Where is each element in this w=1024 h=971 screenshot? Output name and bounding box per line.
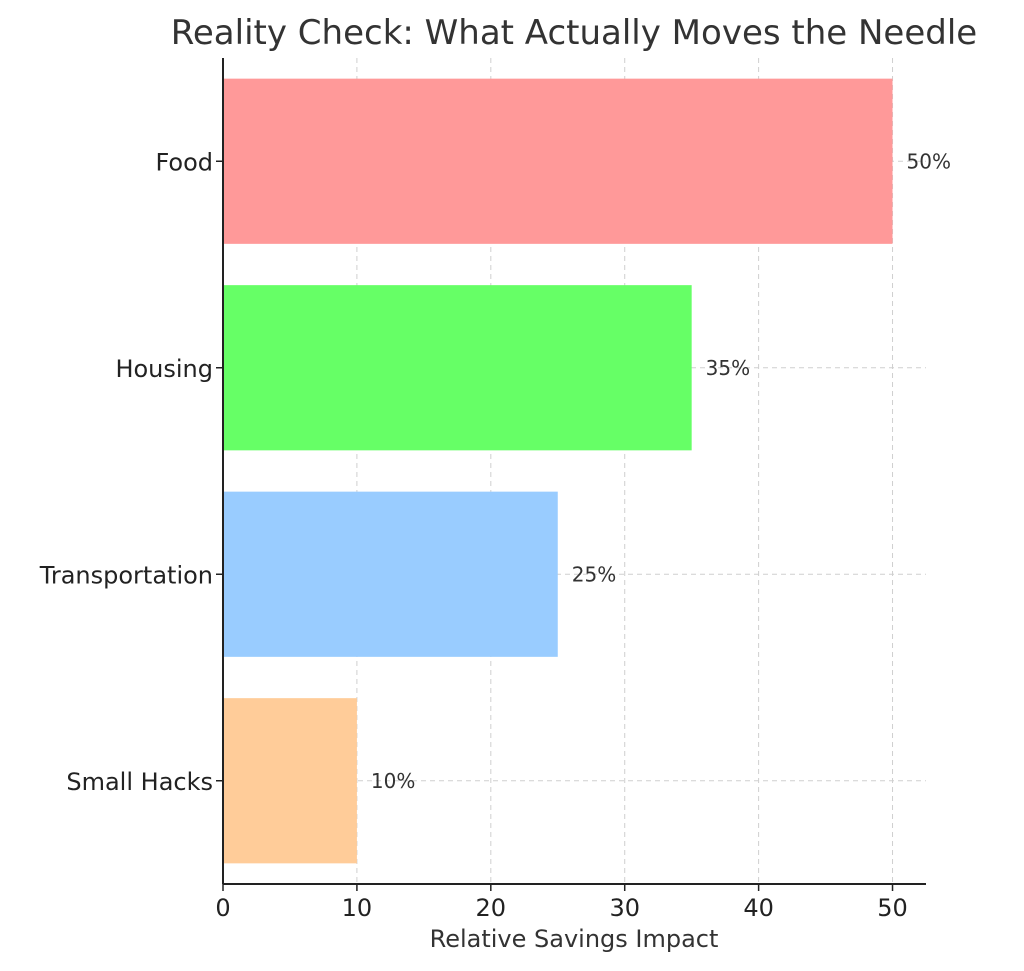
category-label: Transportation — [39, 561, 213, 589]
bar-transportation — [223, 491, 558, 657]
labels: Food 50% Housing 35% Transportation 25% Small … — [39, 148, 951, 922]
category-label: Housing — [115, 355, 213, 383]
x-tick-label: 30 — [609, 894, 640, 922]
bar-small-hacks — [223, 698, 357, 864]
category-label: Small Hacks — [66, 768, 213, 796]
data-label: 10% — [371, 769, 415, 793]
bar-housing — [223, 285, 692, 451]
ticks — [216, 160, 894, 891]
category-label: Food — [155, 148, 213, 176]
bars — [223, 78, 893, 864]
x-tick-label: 20 — [476, 894, 507, 922]
x-tick-label: 50 — [877, 894, 908, 922]
x-tick-label: 0 — [215, 894, 230, 922]
x-tick-label: 40 — [743, 894, 774, 922]
chart-title: Reality Check: What Actually Moves the N… — [171, 13, 977, 53]
x-axis-title: Relative Savings Impact — [430, 925, 719, 953]
data-label: 25% — [572, 562, 616, 586]
bar-food — [223, 78, 893, 244]
data-label: 50% — [907, 149, 951, 173]
axes — [222, 58, 926, 885]
x-tick-label: 10 — [342, 894, 373, 922]
data-label: 35% — [706, 356, 750, 380]
